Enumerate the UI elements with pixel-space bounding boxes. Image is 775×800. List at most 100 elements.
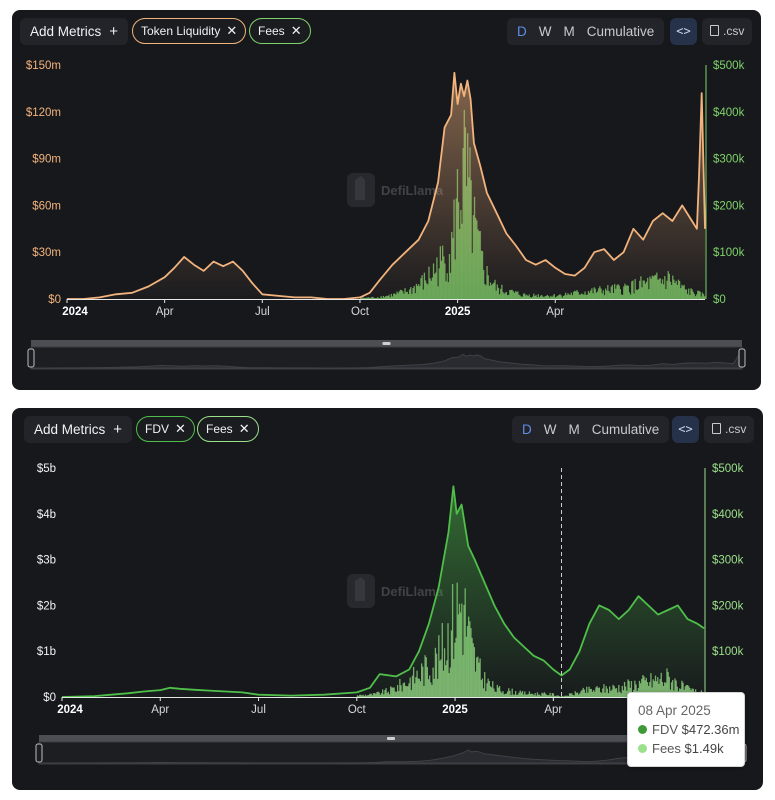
close-icon[interactable]: ✕ <box>226 23 238 38</box>
y-right-tick-label: $500k <box>713 60 745 72</box>
y-right-tick-label: $200k <box>712 600 744 612</box>
metric-chip-label: Fees <box>258 24 285 38</box>
series-dot <box>638 744 647 753</box>
range-slider-grip-icon <box>387 737 395 740</box>
metric-chip-label: Fees <box>206 422 233 436</box>
period-m-button[interactable]: M <box>563 24 575 39</box>
fdv-fees-chart[interactable]: DefiLlama $0 $1b $2b $3b $4b $5b $100k $200k $300… <box>12 408 763 790</box>
range-slider-grip-icon <box>382 342 391 345</box>
x-tick-label: Apr <box>156 306 174 318</box>
tooltip-series-value: $1.49k <box>684 741 724 756</box>
metric-chip-fdv[interactable]: FDV ✕ <box>136 416 195 442</box>
x-tick-label: Oct <box>348 704 367 716</box>
series-dot <box>638 725 647 734</box>
metric-chip-label: Token Liquidity <box>141 24 221 38</box>
y-right-tick-label: $300k <box>713 154 745 166</box>
x-tick-label: Apr <box>151 704 169 716</box>
plus-icon: + <box>109 23 119 40</box>
period-d-button[interactable]: D <box>522 422 532 437</box>
chart-panel-fdv: Add Metrics + FDV ✕ Fees ✕ D W M Cumulative… <box>12 408 763 790</box>
tooltip-row-fees: Fees $1.49k <box>638 741 734 756</box>
plus-icon: + <box>113 421 123 438</box>
period-m-button[interactable]: M <box>568 422 580 437</box>
code-embed-icon[interactable]: <> <box>670 18 697 45</box>
period-w-button[interactable]: W <box>543 422 557 437</box>
defillama-logo-icon: DefiLlama <box>347 574 444 608</box>
chart-toolbar: Add Metrics + Token Liquidity ✕ Fees ✕ D W … <box>12 10 761 54</box>
y-right-tick-label: $400k <box>712 509 744 521</box>
add-metrics-button[interactable]: Add Metrics + <box>24 416 133 443</box>
period-selector: D W M Cumulative <box>507 18 665 45</box>
period-cumulative-button[interactable]: Cumulative <box>591 422 660 437</box>
y-left-tick-label: $120m <box>26 107 61 119</box>
y-left-tick-label: $1b <box>37 646 56 658</box>
y-left-tick-label: $4b <box>37 509 56 521</box>
close-icon[interactable]: ✕ <box>290 23 302 38</box>
tooltip-series-name: Fees <box>652 741 681 756</box>
chart-tooltip: 08 Apr 2025 FDV $472.36m Fees $1.49k <box>627 692 745 767</box>
metric-chip-fees[interactable]: Fees ✕ <box>197 416 259 442</box>
y-left-tick-label: $0 <box>43 692 56 704</box>
period-cumulative-button[interactable]: Cumulative <box>586 24 655 39</box>
csv-label: .csv <box>723 24 745 38</box>
y-left-tick-label: $0 <box>48 294 61 306</box>
series-area <box>67 72 705 299</box>
y-left-tick-label: $3b <box>37 555 56 567</box>
tooltip-row-fdv: FDV $472.36m <box>638 722 739 737</box>
y-right-tick-label: $100k <box>713 247 745 259</box>
y-left-tick-label: $5b <box>37 463 56 475</box>
add-metrics-label: Add Metrics <box>30 24 102 39</box>
x-tick-label: 2025 <box>442 704 468 716</box>
code-embed-icon[interactable]: <> <box>672 416 699 443</box>
period-selector: D W M Cumulative <box>512 416 670 443</box>
chart-panel-token-liquidity: Add Metrics + Token Liquidity ✕ Fees ✕ D W … <box>12 10 761 390</box>
add-metrics-label: Add Metrics <box>34 422 106 437</box>
y-right-tick-label: $400k <box>713 107 745 119</box>
x-tick-label: 2024 <box>62 306 88 318</box>
chart-toolbar: Add Metrics + FDV ✕ Fees ✕ D W M Cumulative… <box>12 408 763 452</box>
tooltip-series-name: FDV <box>652 722 678 737</box>
y-left-tick-label: $150m <box>26 60 61 72</box>
defillama-logo-icon: DefiLlama <box>347 173 444 207</box>
y-right-tick-label: $300k <box>712 555 744 567</box>
x-tick-label: Apr <box>546 306 564 318</box>
csv-download-button[interactable]: .csv <box>702 18 753 45</box>
watermark-text: DefiLlama <box>381 584 444 599</box>
y-left-tick-label: $2b <box>37 600 56 612</box>
series-line <box>67 71 706 300</box>
csv-download-button[interactable]: .csv <box>704 416 755 443</box>
y-left-tick-label: $30m <box>32 247 61 259</box>
x-tick-label: 2025 <box>445 306 471 318</box>
y-right-tick-label: $500k <box>712 463 744 475</box>
x-tick-label: Jul <box>251 704 266 716</box>
y-right-tick-label: $200k <box>713 200 745 212</box>
close-icon[interactable]: ✕ <box>175 421 186 436</box>
x-tick-label: 2024 <box>57 704 83 716</box>
close-icon[interactable]: ✕ <box>238 421 250 436</box>
file-icon <box>710 25 719 36</box>
period-w-button[interactable]: W <box>538 24 552 39</box>
watermark-text: DefiLlama <box>381 183 444 198</box>
y-left-tick-label: $60m <box>32 200 61 212</box>
series-area <box>62 486 704 697</box>
csv-label: .csv <box>725 422 747 436</box>
tooltip-series-value: $472.36m <box>681 722 740 737</box>
x-tick-label: Apr <box>544 704 562 716</box>
range-handle-left-icon <box>27 348 35 368</box>
y-left-tick-label: $90m <box>32 154 61 166</box>
range-slider-preview <box>31 353 743 369</box>
y-right-tick-label: $100k <box>712 646 744 658</box>
series-line <box>61 485 705 698</box>
token-liquidity-fees-chart[interactable]: DefiLlama $0 $30m $60m $90m $120m $150m $0 $100k… <box>12 10 761 390</box>
metric-chip-fees[interactable]: Fees ✕ <box>249 18 311 44</box>
file-icon <box>712 423 721 434</box>
x-tick-label: Oct <box>351 306 370 318</box>
metric-chip-label: FDV <box>145 422 169 436</box>
y-right-tick-label: $0 <box>713 294 726 306</box>
period-d-button[interactable]: D <box>517 24 527 39</box>
range-handle-left-icon <box>35 743 43 763</box>
metric-chip-token-liquidity[interactable]: Token Liquidity ✕ <box>132 18 247 44</box>
range-handle-right-icon <box>738 348 746 368</box>
tooltip-date: 08 Apr 2025 <box>638 703 711 718</box>
add-metrics-button[interactable]: Add Metrics + <box>20 18 129 45</box>
